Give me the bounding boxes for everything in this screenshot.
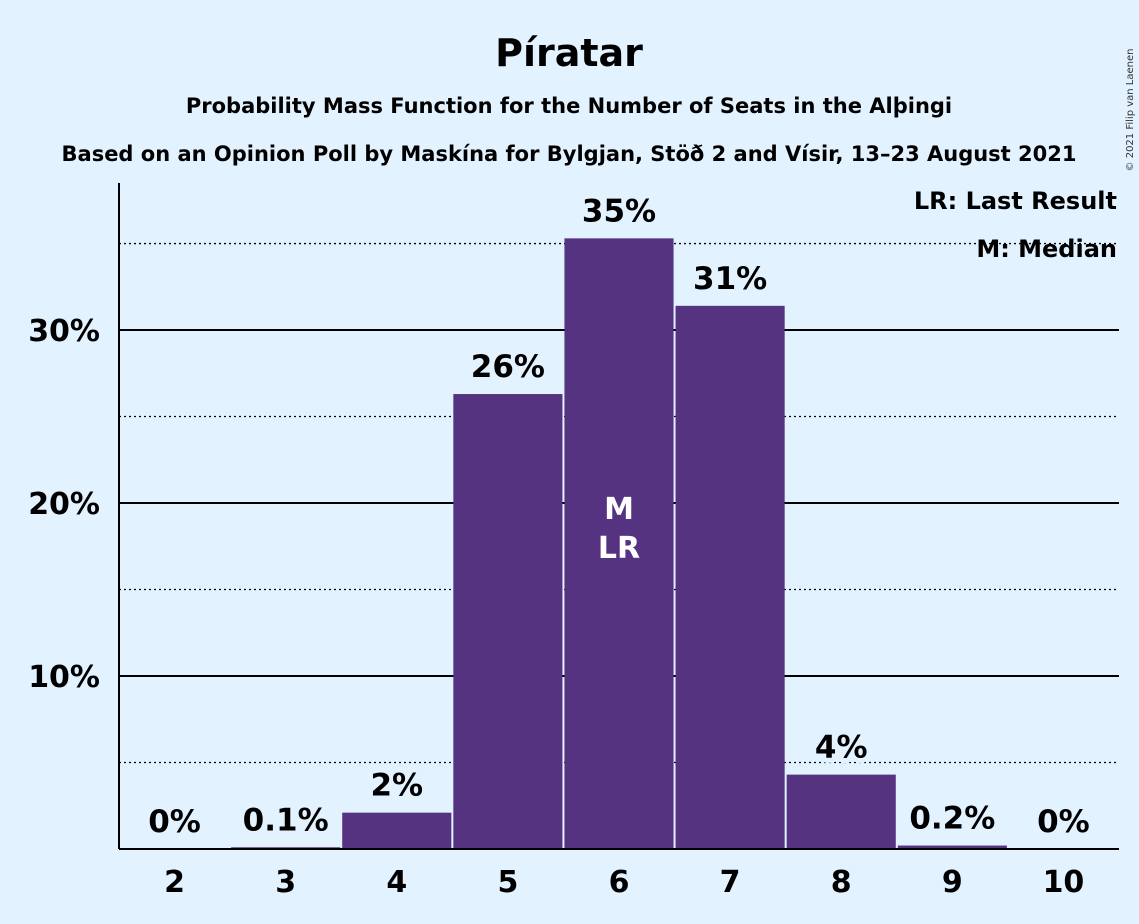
x-tick-label-10: 10 xyxy=(1043,865,1085,900)
chart-source: Based on an Opinion Poll by Maskína for … xyxy=(62,142,1077,166)
copyright-notice: © 2021 Filip van Laenen xyxy=(1125,49,1136,172)
x-tick-label-7: 7 xyxy=(720,865,741,900)
x-tick-label-6: 6 xyxy=(609,865,630,900)
y-tick-label-2: 30% xyxy=(28,314,100,349)
chart-subtitle: Probability Mass Function for the Number… xyxy=(186,94,952,118)
y-tick-label-0: 10% xyxy=(28,660,100,695)
bar-label-8: 4% xyxy=(815,730,868,766)
x-tick-label-5: 5 xyxy=(497,865,518,900)
legend-median: M: Median xyxy=(976,235,1117,263)
bar-5 xyxy=(453,394,563,849)
bar-markers: M LR xyxy=(598,492,640,566)
x-tick-label-4: 4 xyxy=(386,865,407,900)
bar-label-3: 0.1% xyxy=(243,802,329,838)
chart-title: Píratar xyxy=(495,31,643,75)
last-result-marker: LR xyxy=(598,531,640,566)
y-tick-label-1: 20% xyxy=(28,487,100,522)
bar-label-10: 0% xyxy=(1037,804,1090,840)
bar-8 xyxy=(786,774,896,849)
bar-label-6: 35% xyxy=(582,193,656,229)
bar-label-5: 26% xyxy=(471,349,545,385)
x-tick-labels: 2 3 4 5 6 7 8 9 10 xyxy=(164,865,1084,900)
bar-6 xyxy=(564,238,674,850)
median-marker: M xyxy=(604,492,634,527)
bar-4 xyxy=(342,812,452,849)
bar-label-4: 2% xyxy=(370,768,423,804)
x-tick-label-8: 8 xyxy=(831,865,852,900)
legend-last-result: LR: Last Result xyxy=(914,187,1117,215)
bar-label-9: 0.2% xyxy=(909,801,995,837)
bar-label-2: 0% xyxy=(148,804,201,840)
bars xyxy=(231,238,1007,850)
bar-7 xyxy=(675,305,785,849)
x-tick-label-9: 9 xyxy=(942,865,963,900)
y-tick-labels: 10% 20% 30% xyxy=(28,314,100,695)
x-tick-label-2: 2 xyxy=(164,865,185,900)
bar-labels: 0% 0.1% 2% 26% 35% 31% 4% 0.2% 0% xyxy=(143,188,1095,845)
bar-label-7: 31% xyxy=(693,261,767,297)
x-tick-label-3: 3 xyxy=(275,865,296,900)
bar-9 xyxy=(897,845,1007,849)
